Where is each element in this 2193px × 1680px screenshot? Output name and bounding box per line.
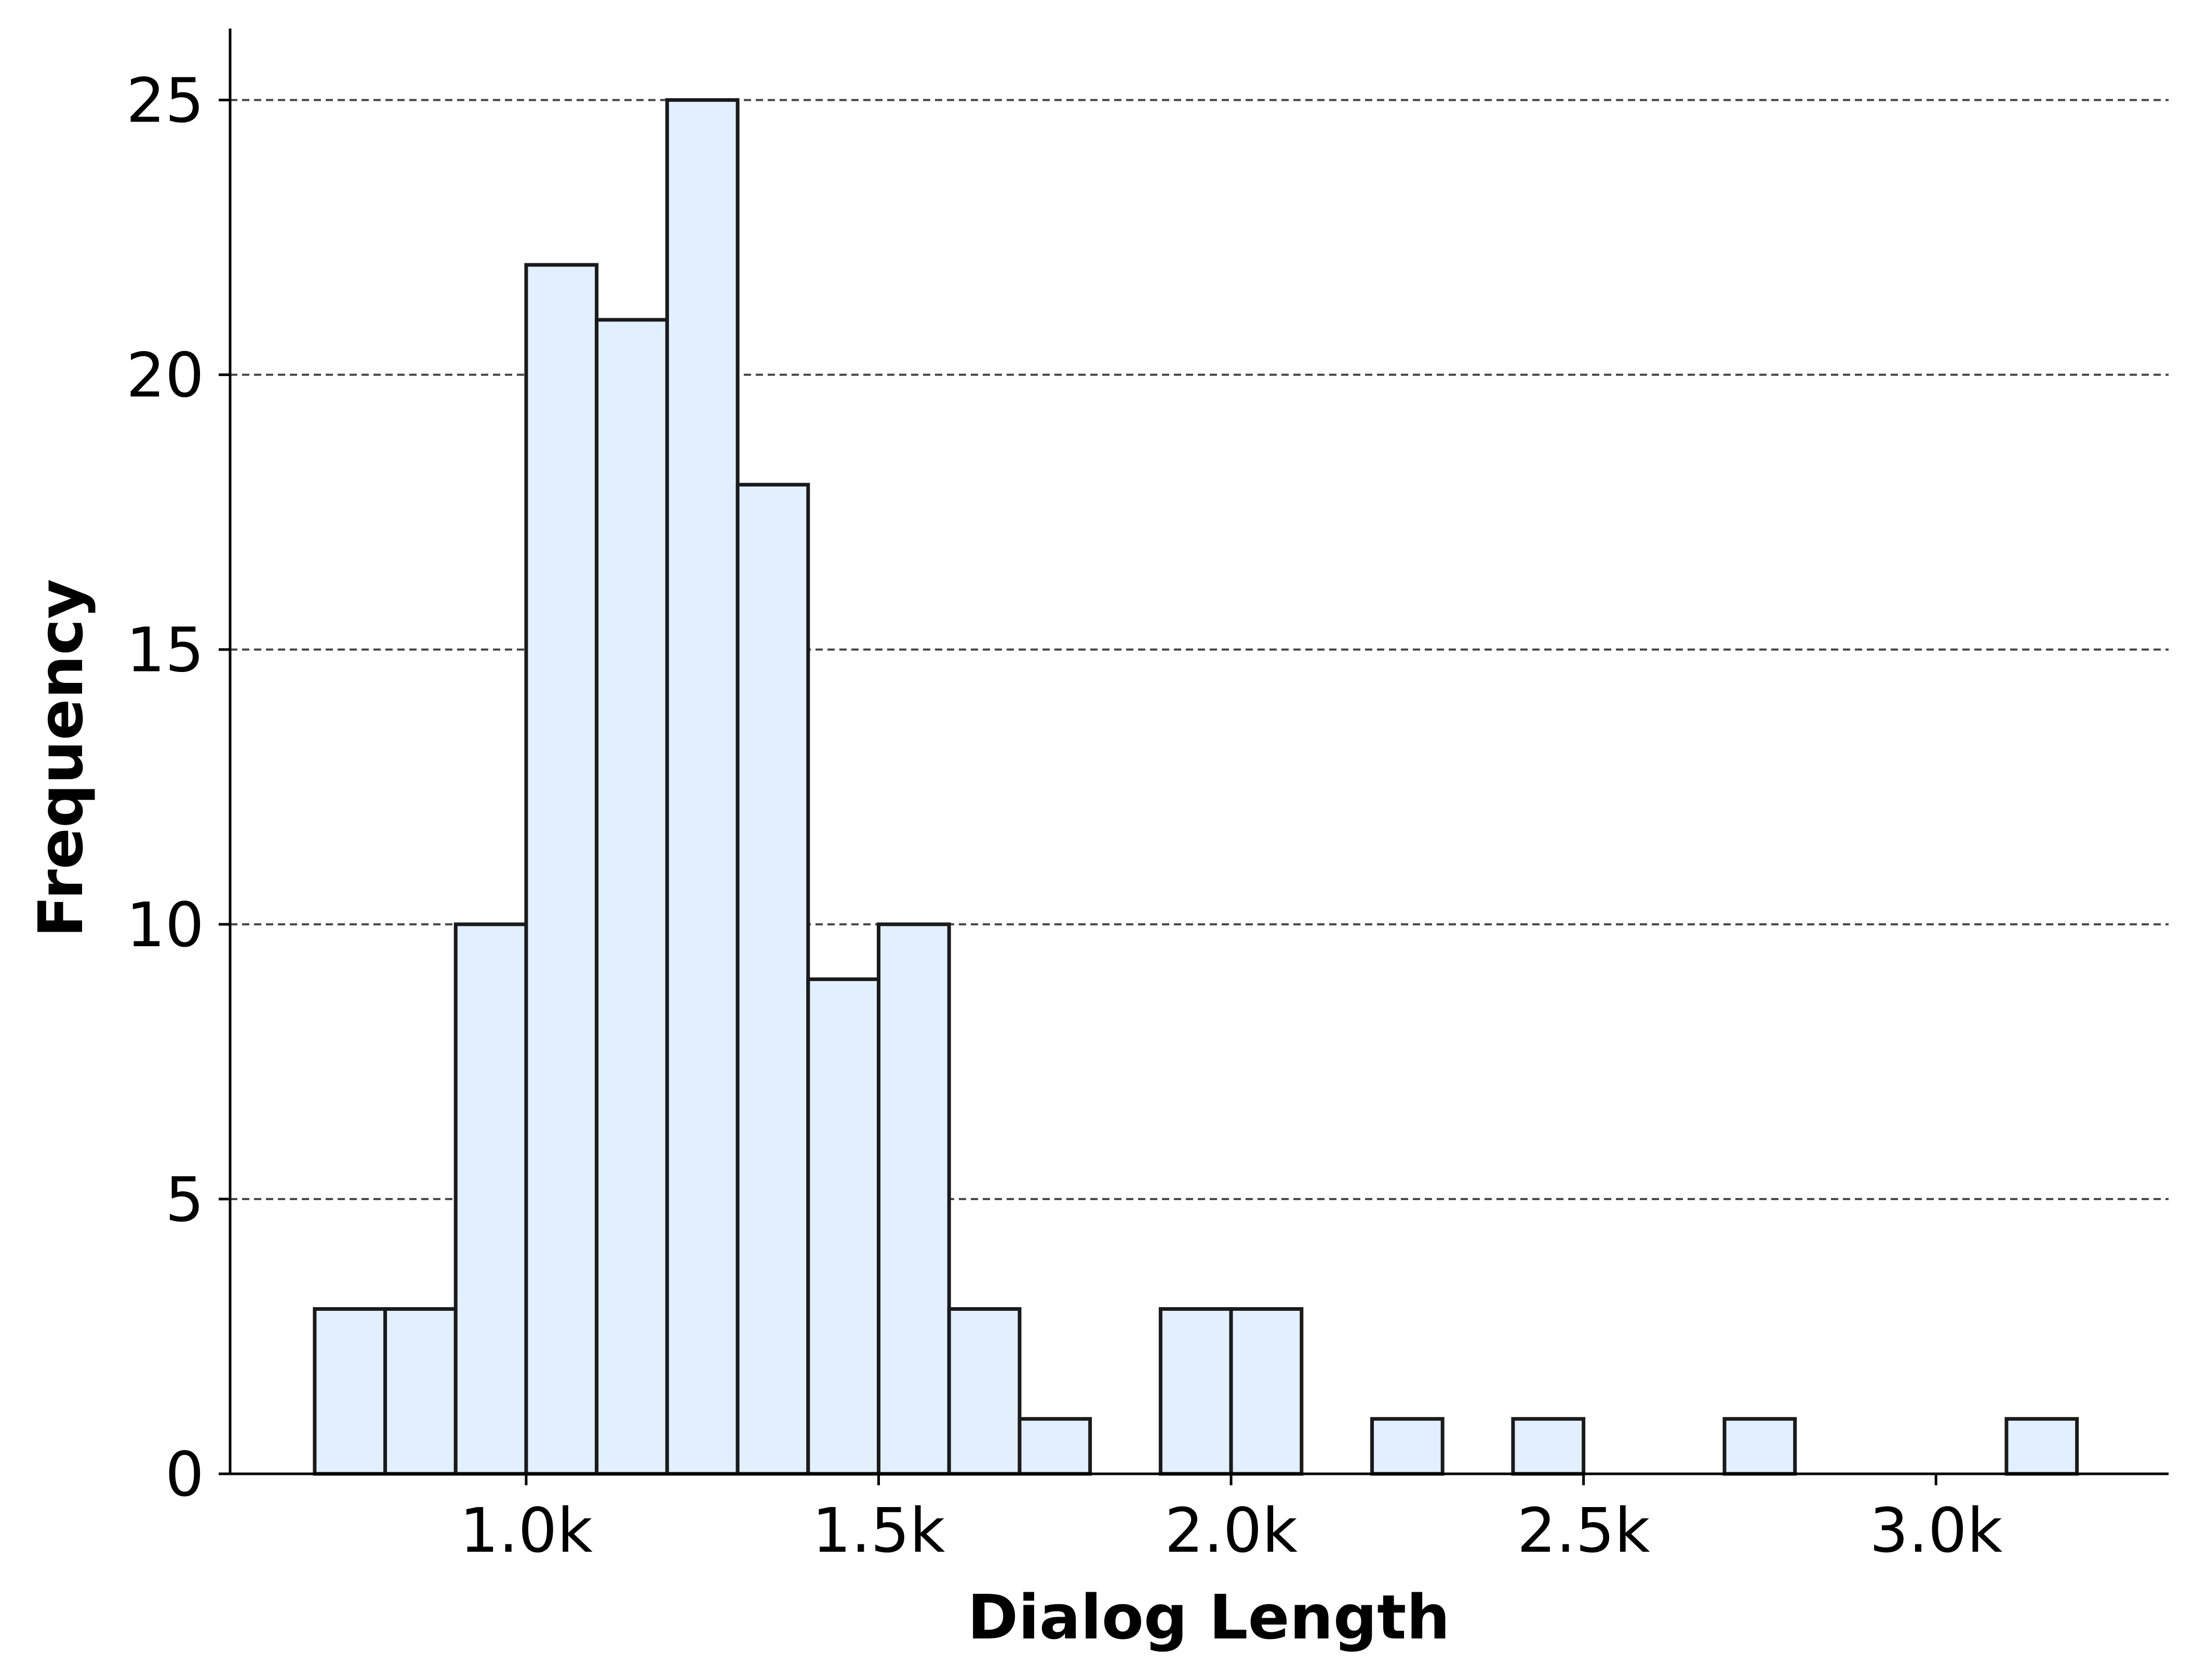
histogram-bar	[595, 318, 669, 1476]
y-tick-label: 5	[165, 1164, 204, 1235]
histogram-bar	[313, 1307, 387, 1476]
x-tick-label: 1.0k	[460, 1495, 593, 1566]
histogram-bar	[947, 1307, 1022, 1476]
x-tick-label: 3.0k	[1869, 1495, 2002, 1566]
histogram-bar	[1158, 1307, 1233, 1476]
histogram-bar	[806, 977, 881, 1476]
y-axis-title: Frequency	[25, 579, 97, 938]
histogram-bar	[524, 263, 599, 1476]
histogram-bar	[877, 922, 951, 1476]
y-tick-label: 10	[126, 889, 204, 961]
x-tick-label: 2.5k	[1517, 1495, 1650, 1566]
histogram-bar	[1370, 1417, 1445, 1476]
histogram-bar	[453, 922, 528, 1476]
y-axis-ticks: 0 5 10 15 20 25	[126, 65, 230, 1510]
histogram-bar	[1511, 1417, 1586, 1476]
x-tick-label: 2.0k	[1165, 1495, 1298, 1566]
histogram-bar	[1722, 1417, 1797, 1476]
y-tick-label: 25	[126, 65, 204, 137]
histogram-bar	[2004, 1417, 2079, 1476]
histogram-bar	[1229, 1307, 1304, 1476]
y-tick-label: 15	[126, 614, 204, 686]
y-tick-label: 0	[165, 1439, 204, 1510]
histogram-bar	[383, 1307, 458, 1476]
axes	[229, 29, 2169, 1475]
x-axis-ticks: 1.0k 1.5k 2.0k 2.5k 3.0k	[460, 1474, 2002, 1566]
x-tick-label: 1.5k	[812, 1495, 945, 1566]
histogram-bars	[313, 98, 2079, 1476]
y-tick-label: 20	[126, 340, 204, 411]
histogram-bar	[736, 482, 810, 1476]
x-axis-title: Dialog Length	[967, 1581, 1450, 1653]
histogram-bar	[665, 98, 740, 1476]
histogram-bar	[1018, 1417, 1092, 1476]
